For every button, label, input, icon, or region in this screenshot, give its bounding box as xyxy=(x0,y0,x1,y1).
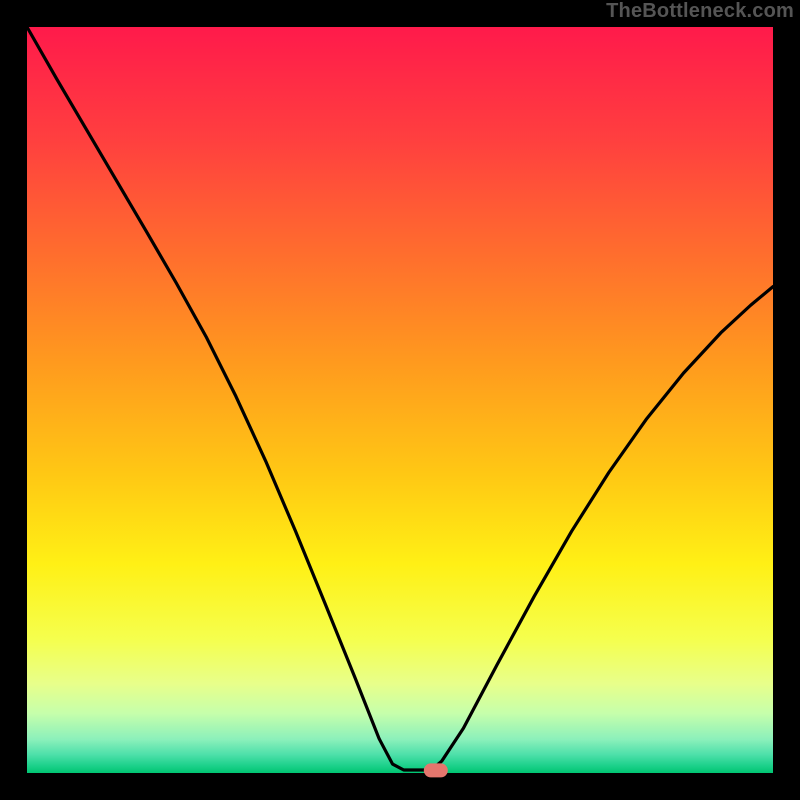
watermark-label: TheBottleneck.com xyxy=(606,0,794,23)
bottleneck-chart xyxy=(0,0,800,800)
chart-container: TheBottleneck.com xyxy=(0,0,800,800)
optimal-marker xyxy=(424,763,448,777)
